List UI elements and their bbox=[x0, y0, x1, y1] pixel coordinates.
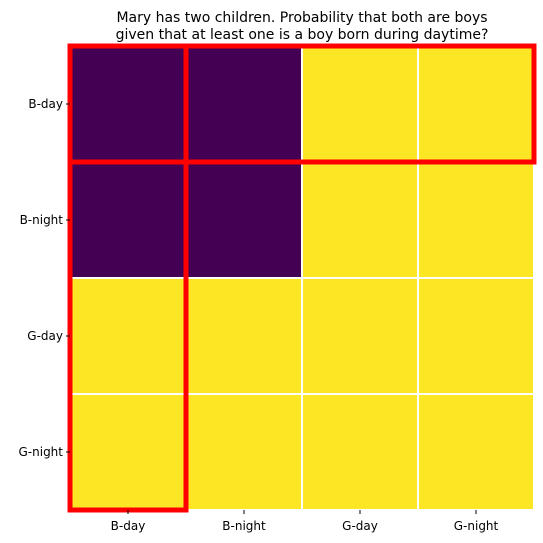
heatmap-cell-G-day-G-day bbox=[301, 277, 419, 395]
x-tick-label: B-night bbox=[222, 519, 266, 533]
heatmap-cell-G-day-B-day bbox=[69, 277, 187, 395]
heatmap-cell-B-night-B-night bbox=[185, 161, 303, 279]
heatmap-cell-B-day-B-day bbox=[69, 45, 187, 163]
x-tick-label: G-night bbox=[454, 519, 499, 533]
heatmap-cell-B-day-G-night bbox=[417, 45, 535, 163]
chart-title-line-2: given that at least one is a boy born du… bbox=[116, 27, 489, 43]
heatmap-cell-B-night-B-day bbox=[69, 161, 187, 279]
heatmap-cell-B-night-G-night bbox=[417, 161, 535, 279]
x-tick-label: G-day bbox=[342, 519, 378, 533]
heatmap-cell-G-night-G-night bbox=[417, 393, 535, 511]
y-tick-label: G-night bbox=[19, 445, 64, 459]
y-axis: B-day B-night G-day G-night bbox=[19, 97, 70, 459]
heatmap-cell-G-night-G-day bbox=[301, 393, 419, 511]
heatmap-cell-G-night-B-day bbox=[69, 393, 187, 511]
heatmap-cell-G-day-G-night bbox=[417, 277, 535, 395]
heatmap-cell-G-night-B-night bbox=[185, 393, 303, 511]
heatmap-cell-G-day-B-night bbox=[185, 277, 303, 395]
y-tick-label: B-day bbox=[28, 97, 63, 111]
heatmap-cell-B-day-B-night bbox=[185, 45, 303, 163]
y-tick-label: G-day bbox=[27, 329, 63, 343]
heatmap-cell-B-night-G-day bbox=[301, 161, 419, 279]
y-tick-label: B-night bbox=[20, 213, 64, 227]
x-axis: B-day B-night G-day G-night bbox=[111, 510, 499, 533]
chart-title-line-1: Mary has two children. Probability that … bbox=[116, 10, 487, 26]
heatmap-cell-B-day-G-day bbox=[301, 45, 419, 163]
heatmap-cells bbox=[69, 45, 535, 511]
x-tick-label: B-day bbox=[111, 519, 146, 533]
